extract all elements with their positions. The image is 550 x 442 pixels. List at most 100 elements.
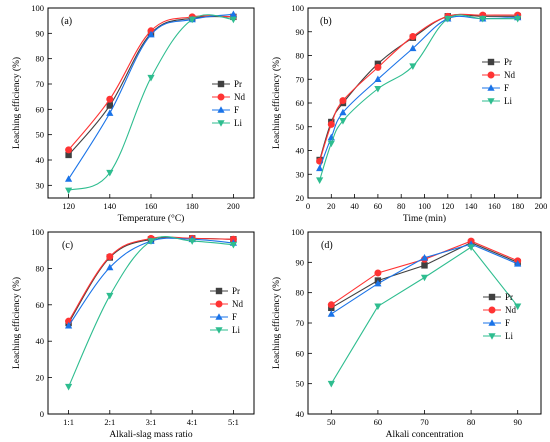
y-tick-label: 40 [296, 409, 305, 419]
data-point [106, 109, 114, 116]
data-point [409, 33, 417, 40]
legend: Pr Nd F Li [210, 286, 243, 335]
data-point [374, 63, 382, 71]
x-tick-label: 200 [535, 201, 548, 211]
data-point [327, 301, 335, 309]
y-tick-label: 50 [296, 122, 305, 132]
y-tick-label: 30 [36, 180, 45, 190]
data-point [65, 175, 73, 182]
y-tick-label: 60 [296, 98, 305, 108]
legend-marker [217, 80, 225, 88]
x-tick-label: 200 [227, 201, 240, 211]
legend-marker [215, 287, 223, 295]
x-tick-label: 180 [511, 201, 524, 211]
legend-marker [217, 120, 225, 127]
legend-label: Nd [505, 305, 516, 315]
legend-label: Li [232, 325, 240, 335]
panel-label: (b) [320, 16, 332, 27]
series-li [327, 244, 522, 388]
x-tick-label: 5:1 [228, 417, 239, 427]
data-point [374, 303, 382, 311]
legend: Pr Nd F Li [212, 79, 245, 128]
x-tick-label: 120 [62, 201, 75, 211]
data-point [339, 97, 347, 105]
legend-label: Pr [234, 79, 242, 89]
legend-marker [215, 327, 223, 334]
data-point [106, 253, 114, 261]
y-tick-label: 80 [296, 288, 305, 298]
y-tick-label: 80 [36, 263, 45, 273]
data-point [106, 263, 114, 271]
y-tick-label: 40 [296, 146, 305, 156]
x-tick-label: 160 [488, 201, 501, 211]
x-tick-label: 140 [103, 201, 116, 211]
y-tick-label: 90 [296, 257, 305, 267]
series-li [65, 236, 237, 391]
y-tick-label: 40 [36, 336, 45, 346]
legend-label: Pr [504, 57, 512, 67]
legend-marker [488, 293, 496, 301]
data-point [409, 63, 417, 70]
y-tick-label: 90 [296, 27, 305, 37]
y-tick-label: 100 [291, 3, 304, 13]
y-tick-label: 60 [36, 104, 45, 114]
x-axis-title: Temperature (°C) [118, 213, 185, 224]
x-tick-label: 140 [465, 201, 478, 211]
data-point [514, 303, 522, 311]
panel-label: (a) [61, 16, 72, 27]
y-tick-label: 30 [296, 169, 305, 179]
data-point [374, 75, 382, 83]
y-tick-label: 70 [36, 79, 45, 89]
x-tick-label: 60 [374, 201, 383, 211]
x-tick-label: 160 [145, 201, 158, 211]
legend-marker [215, 313, 223, 320]
data-point [106, 102, 113, 109]
chart-panel-2: 0 20 40 60 80 100 120 140 160 180 2002030405060708… [271, 3, 547, 224]
x-tick-label: 2:1 [104, 417, 115, 427]
data-point [106, 292, 114, 300]
series-li [316, 14, 522, 184]
y-axis-title: Leaching efficiency (%) [11, 57, 22, 149]
x-tick-label: 100 [418, 201, 431, 211]
y-tick-label: 0 [40, 409, 44, 419]
y-tick-label: 70 [296, 318, 305, 328]
legend: Pr Nd F Li [483, 292, 516, 341]
chart-panel-3: 1:1 2:1 3:1 4:1 5:1 0 20 40 60 80 100 Alkali-slag m… [11, 227, 255, 440]
x-axis-title: Alkali-slag mass ratio [109, 430, 193, 440]
series-line [319, 14, 518, 181]
legend-label: Li [234, 118, 242, 128]
legend-label: Nd [232, 299, 243, 309]
x-tick-label: 80 [467, 417, 476, 427]
x-tick-label: 90 [513, 417, 522, 427]
y-tick-label: 70 [296, 74, 305, 84]
legend-label: Nd [234, 92, 245, 102]
data-point [327, 380, 335, 388]
data-point [420, 274, 429, 282]
legend-marker [217, 93, 225, 101]
data-point [147, 30, 155, 38]
chart-panel-4: 50 60 70 80 90 40 50 60 70 80 90 100 Alkali concentr… [271, 227, 542, 440]
x-tick-label: 60 [374, 417, 383, 427]
data-point [188, 238, 196, 245]
data-point [374, 60, 382, 68]
series-nd [65, 234, 237, 325]
y-axis-title: Leaching efficiency (%) [271, 57, 282, 149]
data-point [420, 253, 429, 261]
panel-label: (d) [321, 240, 333, 251]
legend-marker [487, 98, 495, 105]
data-point [188, 16, 196, 24]
data-point [65, 146, 73, 154]
data-point [327, 310, 335, 317]
data-point [374, 269, 382, 277]
data-point [229, 16, 237, 24]
legend-label: Nd [504, 70, 515, 80]
data-point [65, 383, 73, 391]
y-tick-label: 60 [296, 348, 305, 358]
data-point [374, 85, 382, 93]
data-point [106, 95, 114, 103]
x-tick-label: 50 [327, 417, 336, 427]
data-point [514, 260, 522, 267]
legend-label: Pr [232, 286, 240, 296]
y-tick-label: 90 [36, 28, 45, 38]
series-line [68, 236, 234, 322]
